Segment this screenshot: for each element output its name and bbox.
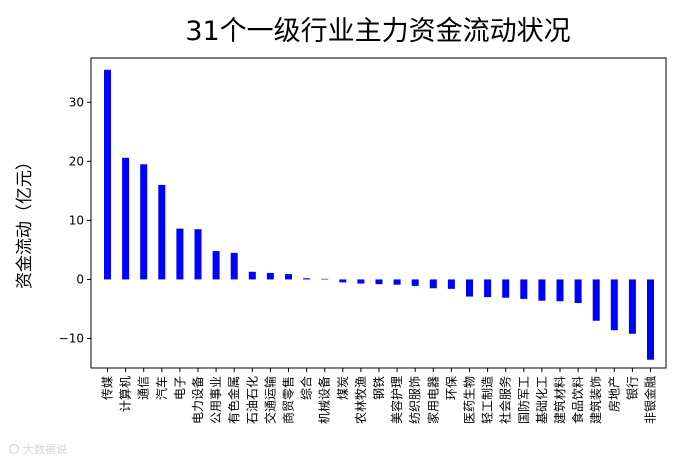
bar-11 [303, 278, 311, 280]
y-ticks-group: 30 20 10 0 −10 [59, 95, 91, 345]
bar-0 [104, 69, 111, 280]
x-tick-label: 食品饮料 [570, 376, 585, 424]
x-tick-label: 国防军工 [516, 376, 531, 424]
x-tick-label: 建筑材料 [552, 376, 567, 424]
bar-14 [357, 279, 365, 284]
x-tick-label: 商贸零售 [281, 376, 296, 424]
x-tick-label: 家用电器 [425, 376, 440, 424]
x-tick-label: 钢铁 [372, 376, 386, 400]
bar-21 [484, 279, 492, 298]
bar-7 [230, 252, 238, 280]
bar-30 [647, 279, 654, 360]
x-tick-label: 美容护理 [389, 376, 404, 424]
bar-6 [212, 251, 220, 280]
x-tick-label: 纺织服饰 [408, 376, 422, 424]
bar-13 [339, 279, 347, 283]
x-tick-label: 社会服务 [498, 376, 513, 424]
y-axis-label: 资金流动（亿元） [15, 153, 35, 289]
bar-4 [176, 228, 184, 280]
bar-27 [592, 279, 600, 321]
x-tick-label: 公用事业 [209, 376, 223, 424]
x-tick-label: 房地产 [606, 376, 621, 412]
x-tick-label: 银行 [625, 376, 639, 400]
chart-title: 31个一级行业主力资金流动状况 [185, 16, 570, 47]
bar-29 [628, 279, 636, 334]
x-tick-label: 医药生物 [463, 376, 477, 424]
x-tick-label: 电力设备 [191, 376, 205, 424]
plot-frame [90, 57, 667, 369]
bar-16 [393, 279, 401, 285]
bar-8 [248, 271, 256, 280]
bar-18 [429, 279, 437, 289]
x-tick-label: 建筑装饰 [588, 376, 603, 424]
x-tick-label: 农林牧渔 [354, 376, 368, 424]
x-tick-label: 机械设备 [317, 376, 332, 424]
bar-24 [538, 279, 546, 301]
bar-19 [447, 279, 455, 289]
bar-9 [266, 272, 274, 280]
bar-5 [194, 229, 202, 280]
bar-22 [502, 279, 510, 298]
x-tick-label: 传媒 [100, 376, 115, 400]
bar-1 [122, 157, 130, 280]
x-tick-label: 综合 [299, 376, 314, 400]
x-tick-label: 非银金融 [643, 376, 658, 424]
bar-10 [285, 274, 292, 280]
x-tick-label: 基础化工 [535, 376, 549, 424]
x-tick-label: 煤炭 [336, 376, 350, 400]
x-tick-label: 交通运输 [262, 376, 277, 424]
x-tick-label: 有色金属 [226, 376, 241, 424]
x-tick-label: 轻工制造 [481, 376, 495, 424]
bar-15 [375, 279, 383, 285]
x-labels-group: 传媒 计算机 通信 汽车 电子 电力设备 公用事业 有色金属 石油石化 交通运输 商贸零售 综合 机械设… [100, 368, 658, 424]
x-tick-label: 通信 [137, 376, 151, 400]
watermark-text: 大数据说 [23, 442, 67, 456]
x-tick-label: 计算机 [118, 376, 133, 412]
bar-23 [520, 279, 528, 299]
watermark-logo-icon [8, 443, 20, 455]
bar-17 [411, 279, 419, 286]
bar-25 [556, 279, 564, 302]
x-tick-label: 电子 [173, 376, 187, 400]
bar-12 [321, 278, 329, 280]
bar-3 [158, 184, 166, 280]
bar-20 [466, 279, 473, 297]
watermark: 大数据说 [8, 442, 67, 456]
y-tick-label: −10 [59, 331, 84, 345]
y-tick-label: 20 [69, 154, 84, 168]
bar-26 [574, 279, 582, 304]
y-tick-label: 10 [69, 213, 84, 227]
bars-group [104, 69, 654, 360]
y-tick-label: 30 [69, 95, 84, 109]
x-tick-label: 汽车 [154, 376, 169, 400]
bar-2 [140, 164, 148, 280]
bar-28 [610, 279, 618, 331]
x-tick-label: 石油石化 [245, 376, 259, 424]
x-tick-label: 环保 [444, 376, 458, 400]
y-tick-label: 0 [76, 272, 84, 286]
